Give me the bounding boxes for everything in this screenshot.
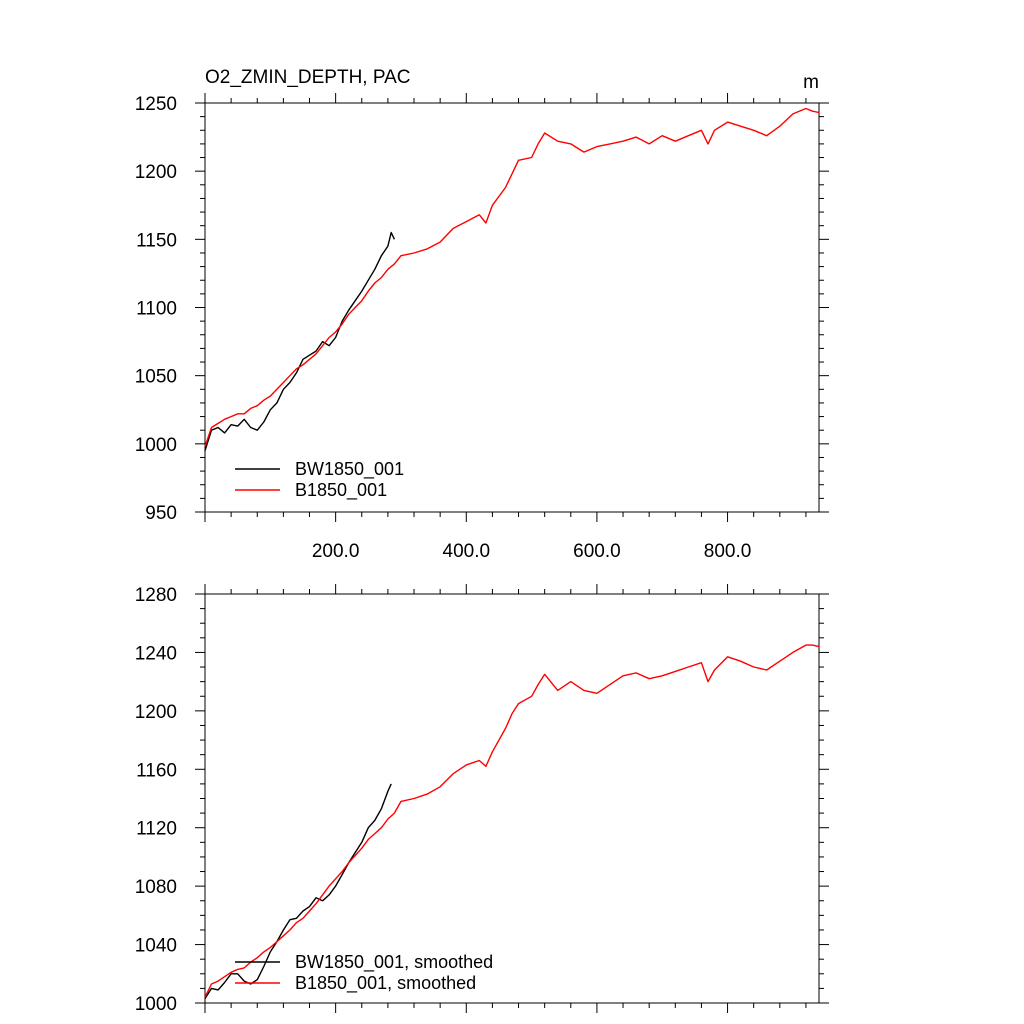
top-xtick-label: 400.0	[443, 541, 491, 562]
top-legend: BW1850_001 B1850_001	[235, 459, 404, 501]
bottom-legend-label-b1850: B1850_001, smoothed	[295, 973, 476, 994]
top-plot-frame	[204, 102, 820, 513]
top-ytick-label: 1150	[136, 230, 177, 251]
top-ytick-label: 1250	[135, 94, 177, 115]
top-ytick-label: 1050	[135, 367, 177, 388]
top-panel: O2_ZMIN_DEPTH, PAC m 200.0 400.0 600.0 800.…	[135, 67, 829, 562]
bottom-plot-frame	[204, 593, 820, 1004]
bottom-panel: 1000 1040 1080 1120 1160 1200 1240 1280 BW1850_…	[135, 584, 829, 1015]
bottom-ytick-label: 1240	[135, 643, 177, 664]
bottom-ytick-label: 1280	[135, 585, 177, 606]
bottom-ytick-label: 1200	[135, 702, 177, 723]
top-chart-title: O2_ZMIN_DEPTH, PAC	[205, 67, 411, 88]
bottom-ytick-label: 1000	[135, 994, 177, 1015]
top-ytick-label: 1200	[135, 162, 177, 183]
top-legend-label-bw1850: BW1850_001	[295, 459, 404, 480]
top-chart-units: m	[803, 72, 819, 93]
top-xtick-label: 800.0	[704, 541, 752, 562]
bottom-ytick-label: 1120	[136, 819, 177, 840]
bottom-ytick-label: 1040	[135, 936, 177, 957]
top-series-bw1850-001	[204, 231, 396, 451]
top-ytick-label: 1000	[135, 435, 177, 456]
bottom-series-bw1850-001-smoothed	[204, 783, 392, 999]
top-ytick-label: 950	[145, 503, 177, 524]
bottom-ytick-label: 1160	[136, 760, 177, 781]
top-xtick-label: 200.0	[312, 541, 360, 562]
bottom-series-b1850-001-smoothed	[204, 644, 820, 998]
bottom-legend-label-bw1850: BW1850_001, smoothed	[295, 952, 493, 973]
bottom-legend: BW1850_001, smoothed B1850_001, smoothed	[235, 952, 493, 994]
bottom-ytick-label: 1080	[135, 877, 177, 898]
top-series-b1850-001	[204, 107, 820, 447]
top-legend-label-b1850: B1850_001	[295, 480, 387, 501]
top-xtick-label: 600.0	[573, 541, 621, 562]
top-ytick-label: 1100	[136, 299, 177, 320]
